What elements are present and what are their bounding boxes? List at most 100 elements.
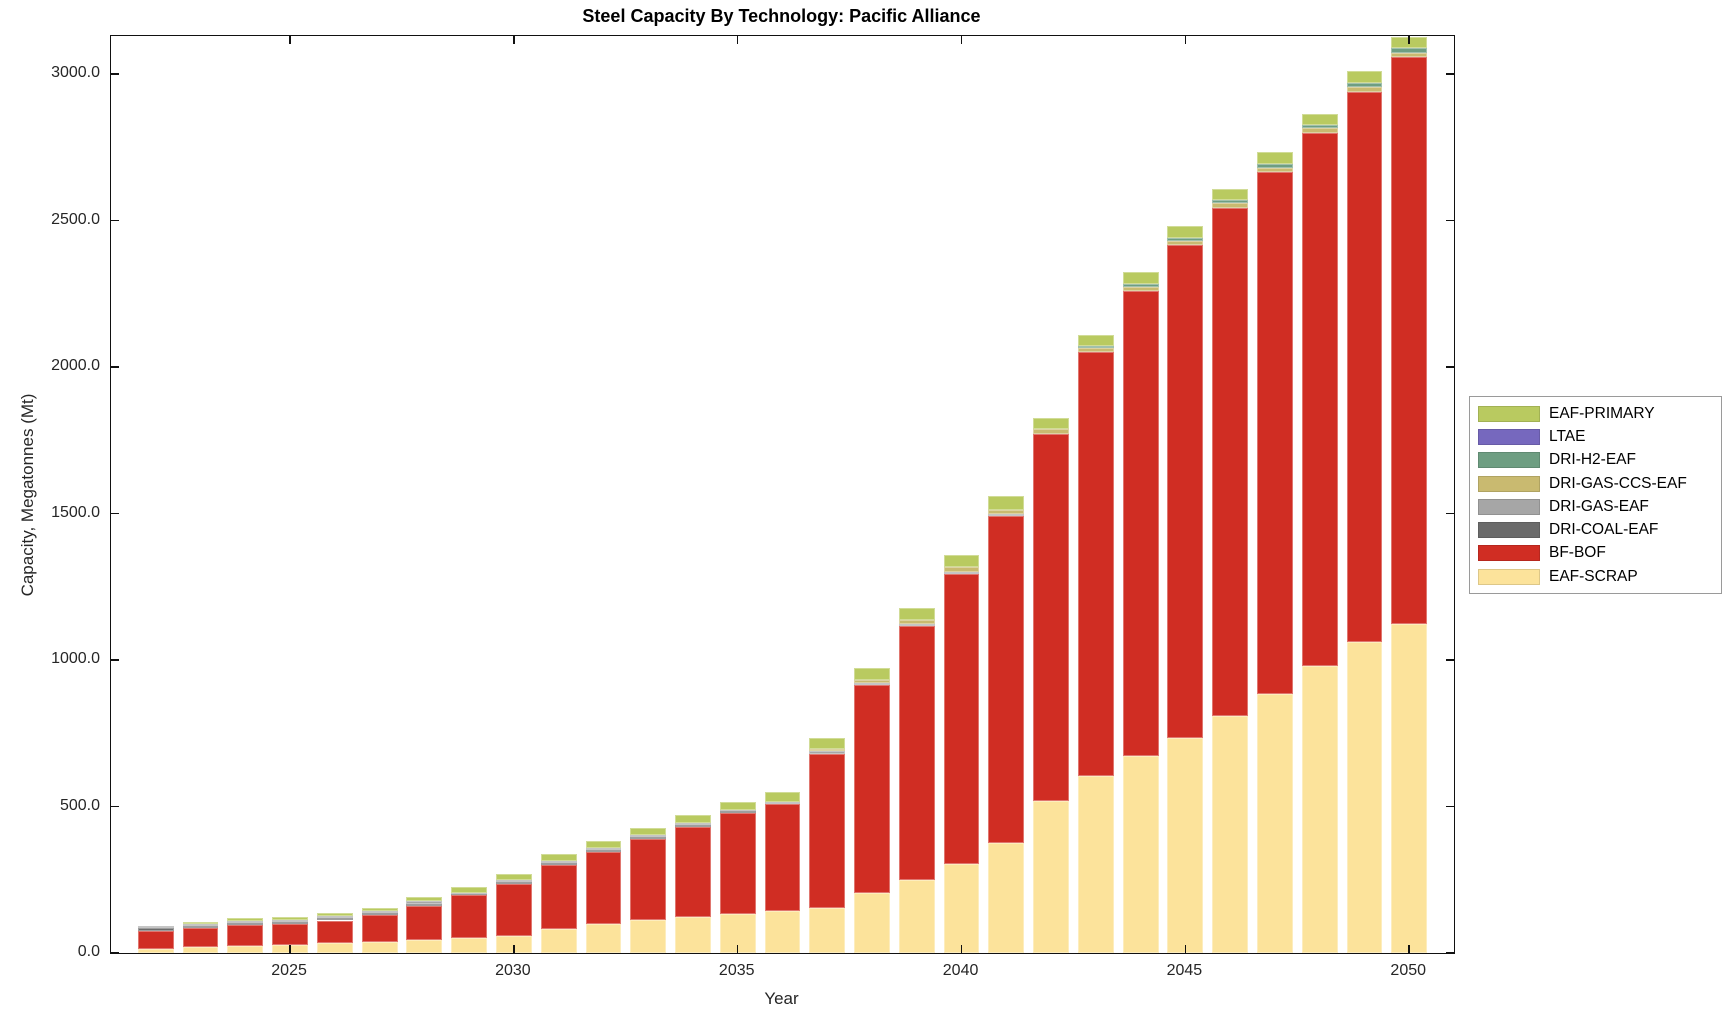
bar-segment-dri-h2-eaf-2043 [1077,345,1114,349]
bar-segment-eaf-scrap-2022 [137,948,174,953]
bar-segment-eaf-scrap-2034 [675,916,711,953]
bar-segment-dri-coal-eaf-2026 [316,918,353,921]
tick-mark [1446,512,1454,515]
bar-segment-eaf-primary-2032 [585,840,622,849]
bar-segment-dri-gas-eaf-2030 [495,880,532,883]
bar-segment-eaf-scrap-2046 [1212,716,1249,953]
bar-segment-eaf-primary-2042 [1033,417,1069,429]
bar-segment-bf-bof-2030 [495,884,532,937]
bar-segment-bf-bof-2027 [361,915,398,942]
tick-mark [111,512,119,515]
tick-mark [1408,36,1410,44]
bar-segment-dri-gas-eaf-2025 [272,919,308,922]
legend-label: BF-BOF [1549,544,1606,562]
legend-label: LTAE [1549,427,1586,445]
tick-mark [1446,659,1454,661]
bar-segment-bf-bof-2026 [316,920,353,944]
legend-swatch [1478,452,1540,469]
tick-mark [513,945,515,953]
bar-segment-bf-bof-2037 [809,753,846,909]
bar-segment-eaf-scrap-2038 [854,892,890,953]
bar-segment-dri-h2-eaf-2049 [1346,82,1383,87]
bar-segment-bf-bof-2050 [1391,56,1428,625]
bar-segment-eaf-primary-2025 [272,916,308,920]
bar-segment-bf-bof-2046 [1212,207,1249,716]
tick-mark [111,952,119,954]
bar-segment-dri-coal-eaf-2035 [719,811,756,813]
legend-label: DRI-GAS-CCS-EAF [1549,474,1687,492]
bar-segment-eaf-primary-2036 [764,791,801,803]
bar-segment-dri-h2-eaf-2050 [1391,47,1428,53]
bar-segment-bf-bof-2025 [272,923,308,946]
bar-segment-eaf-scrap-2048 [1301,665,1338,953]
tick-mark [111,805,119,808]
bar-segment-dri-gas-ccs-eaf-2047 [1257,167,1293,173]
tick-mark [1408,945,1410,953]
bar-segment-bf-bof-2029 [451,895,488,939]
bar-segment-dri-coal-eaf-2034 [675,824,711,828]
x-tick-label: 2030 [495,962,531,979]
bar-segment-bf-bof-2040 [943,574,980,864]
bar-segment-dri-coal-eaf-2027 [361,913,398,916]
bar-segment-eaf-scrap-2024 [227,945,264,953]
bar-segment-eaf-scrap-2045 [1167,737,1204,953]
bar-segment-eaf-primary-2048 [1301,114,1338,125]
bar-segment-dri-gas-eaf-2036 [764,802,801,805]
bar-segment-dri-gas-eaf-2038 [854,682,890,685]
bar-segment-dri-gas-eaf-2032 [585,848,622,851]
bar-segment-eaf-scrap-2030 [495,936,532,953]
legend-item-eaf-scrap: EAF-SCRAP [1478,565,1721,588]
x-tick-label: 2045 [1166,962,1203,979]
bar-segment-dri-gas-ccs-eaf-2038 [854,679,890,683]
legend-label: DRI-GAS-EAF [1549,497,1649,515]
legend-swatch [1478,428,1540,445]
bar-segment-dri-coal-eaf-2022 [137,928,174,932]
bar-segment-dri-gas-eaf-2029 [451,892,488,895]
bar-segment-bf-bof-2033 [630,839,667,920]
bar-segment-dri-h2-eaf-2048 [1301,124,1338,128]
bar-segment-dri-gas-ccs-eaf-2048 [1301,128,1338,133]
legend-label: EAF-PRIMARY [1549,404,1655,422]
bar-segment-dri-gas-eaf-2034 [675,822,711,825]
bar-segment-dri-gas-eaf-2035 [719,809,756,812]
bar-segment-bf-bof-2031 [540,865,577,929]
bar-segment-eaf-scrap-2033 [630,919,667,953]
tick-mark [1446,805,1454,808]
tick-mark [111,73,119,75]
bar-segment-eaf-scrap-2023 [182,946,219,953]
y-tick-label: 2000.0 [51,357,100,375]
legend-swatch [1478,522,1540,539]
x-tick-label: 2025 [271,962,307,979]
y-axis-label: Capacity, Megatonnes (Mt) [18,393,37,597]
bar-segment-dri-h2-eaf-2044 [1122,283,1159,287]
bar-segment-eaf-primary-2045 [1167,225,1204,239]
bar-segment-dri-coal-eaf-2032 [585,850,622,853]
tick-mark [289,36,291,44]
bar-segment-eaf-scrap-2040 [943,863,980,953]
bar-segment-dri-gas-eaf-2024 [227,920,264,923]
bar-segment-dri-h2-eaf-2045 [1167,238,1204,241]
bar-segment-dri-gas-ccs-eaf-2050 [1391,52,1428,57]
chart-title: Steel Capacity By Technology: Pacific Al… [582,6,981,26]
bar-segment-bf-bof-2049 [1346,91,1383,642]
tick-mark [111,659,119,661]
legend-item-eaf-primary: EAF-PRIMARY [1478,402,1721,425]
bar-segment-bf-bof-2044 [1122,291,1159,757]
legend-item-bf-bof: BF-BOF [1478,542,1721,565]
bar-segment-bf-bof-2035 [719,812,756,914]
bar-segment-dri-gas-ccs-eaf-2042 [1033,428,1069,435]
legend-label: DRI-H2-EAF [1549,451,1636,469]
y-tick-label: 1000.0 [51,650,100,668]
bar-segment-eaf-scrap-2032 [585,924,622,953]
bar-segment-dri-coal-eaf-2024 [227,922,264,925]
bar-segment-bf-bof-2042 [1033,434,1069,801]
legend-swatch [1478,545,1540,562]
legend-item-dri-coal-eaf: DRI-COAL-EAF [1478,518,1721,541]
bar-segment-eaf-primary-2046 [1212,188,1249,201]
legend-item-dri-gas-ccs-eaf: DRI-GAS-CCS-EAF [1478,472,1721,495]
bar-segment-dri-gas-ccs-eaf-2037 [809,748,846,752]
legend-swatch [1478,568,1540,585]
legend-label: EAF-SCRAP [1549,567,1638,585]
bar-segment-eaf-primary-2034 [675,814,711,823]
bar-segment-eaf-scrap-2027 [361,941,398,953]
